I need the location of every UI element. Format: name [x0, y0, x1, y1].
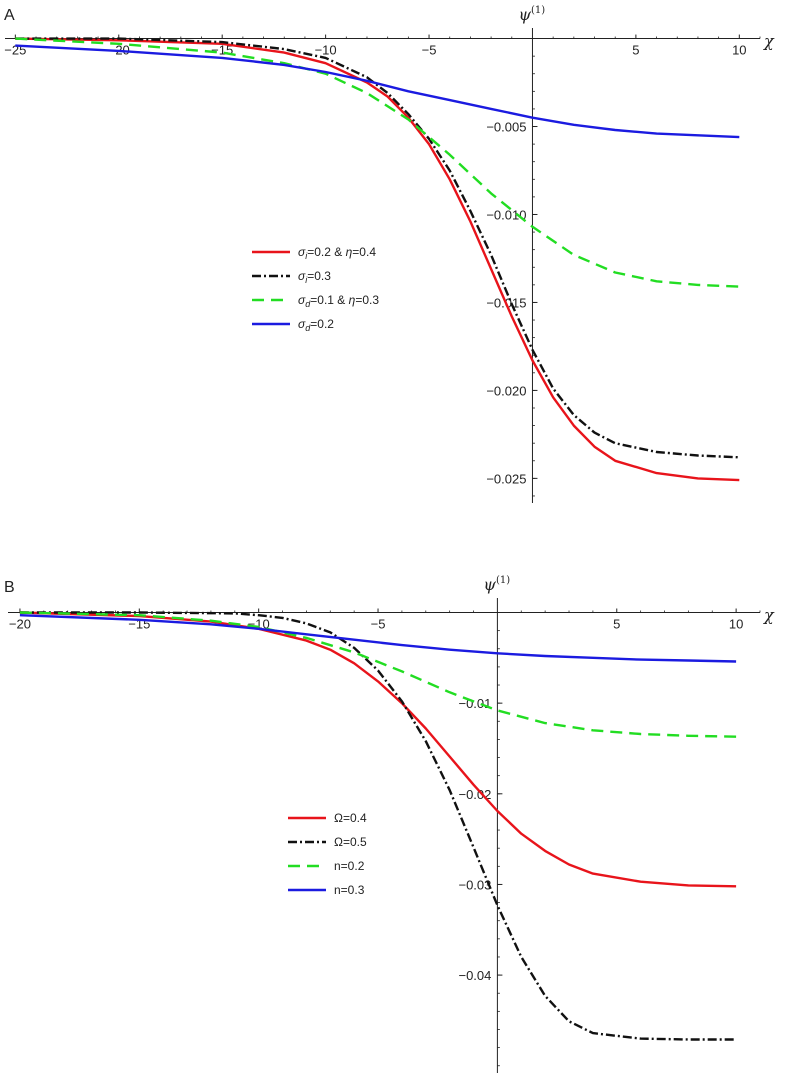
y-tick-label: −0.04: [458, 968, 491, 983]
panel-label: A: [4, 7, 15, 24]
series-line: [19, 611, 737, 1041]
panel-a: A−25 −20 −15 −10 −5 5 10−0.005−0.010−0.015−0.0…: [4, 5, 775, 503]
legend-label: Ω=0.4: [334, 811, 367, 825]
y-axis-title: ψ(1): [518, 5, 545, 24]
legend-label: σd=0.1 & η=0.3: [298, 293, 379, 309]
legend-label: σd=0.2: [298, 317, 334, 333]
series-line: [15, 37, 740, 482]
x-axis-title: χ: [763, 32, 775, 51]
y-tick-label: −0.005: [486, 120, 526, 135]
y-tick-label: −0.03: [458, 877, 491, 892]
legend-label: n=0.2: [334, 859, 365, 873]
series-line: [19, 611, 737, 888]
series-line: [15, 37, 740, 288]
series-line: [15, 44, 740, 139]
legend: Ω=0.4 Ω=0.5 n=0.2 n=0.3: [288, 811, 367, 897]
y-tick-label: −0.025: [486, 471, 526, 486]
x-tick-label: 5: [613, 617, 620, 632]
x-tick-label: 10: [732, 43, 746, 58]
series-line: [19, 611, 737, 738]
x-axis-title: χ: [763, 606, 775, 625]
y-tick-label: −0.010: [486, 207, 526, 222]
y-tick-label: −0.020: [486, 383, 526, 398]
panel-label: B: [4, 579, 15, 596]
series-line: [19, 614, 737, 663]
legend-label: Ω=0.5: [334, 835, 367, 849]
series-line: [15, 37, 740, 459]
legend-label: σi=0.3: [298, 269, 331, 285]
y-axis-title: ψ(1): [483, 575, 510, 594]
legend-label: σi=0.2 & η=0.4: [298, 245, 376, 261]
y-tick-label: −0.02: [458, 787, 491, 802]
x-tick-label: 5: [632, 43, 639, 58]
legend-label: n=0.3: [334, 883, 365, 897]
x-tick-label: −10: [315, 43, 337, 58]
legend: σi=0.2 & η=0.4 σi=0.3 σd=0.1 & η=0.3 σd=0.2: [252, 245, 379, 333]
x-tick-label: −5: [371, 617, 386, 632]
panel-b: B−20 −15 −10 −5 5 10−0.01−0.02−0.03−0.04χψ(1)…: [4, 575, 775, 1073]
x-tick-label: −5: [422, 43, 437, 58]
x-tick-label: 10: [729, 617, 743, 632]
x-tick-label: −20: [9, 617, 31, 632]
